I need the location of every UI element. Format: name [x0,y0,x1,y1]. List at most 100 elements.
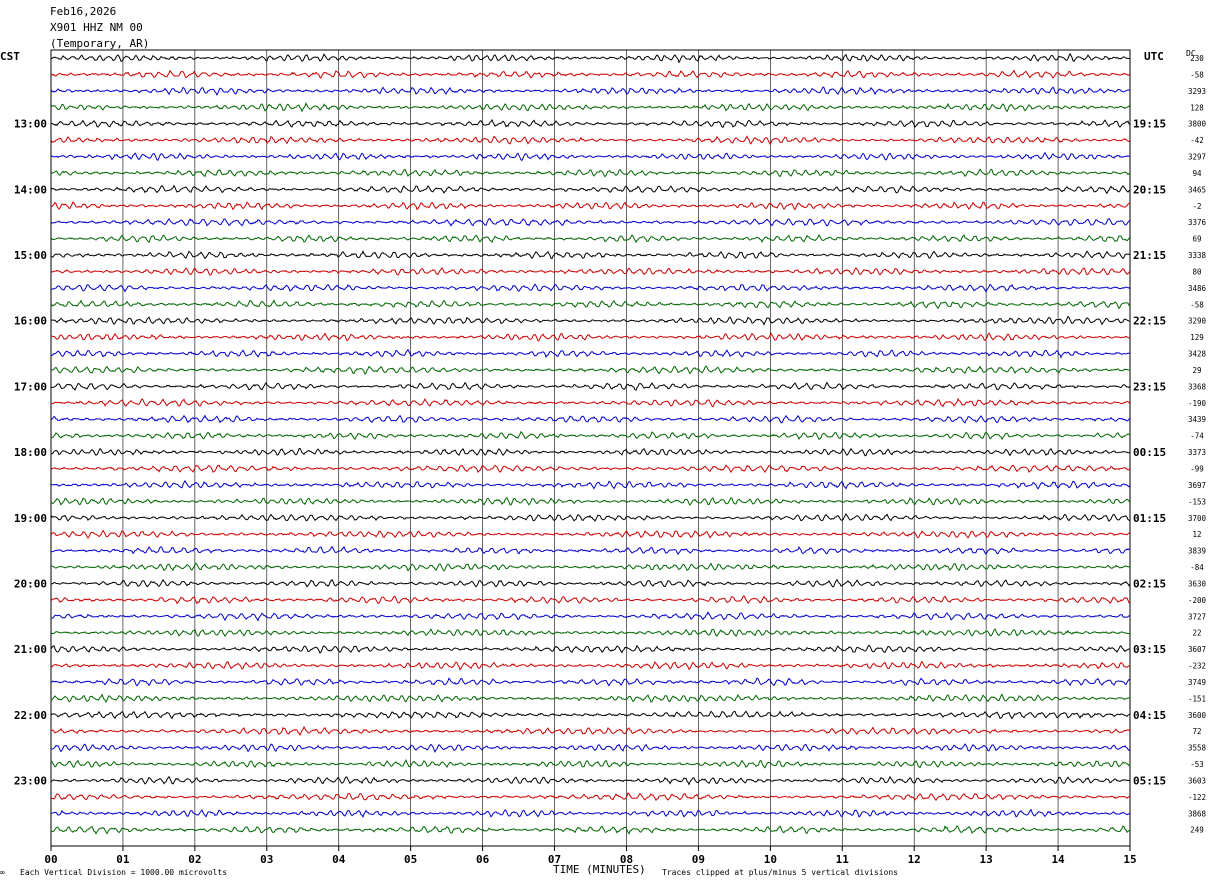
x-tick-label: 13 [980,853,993,866]
trace-row-19 [50,365,1131,375]
cst-hour-label: 13:00 [14,118,47,131]
dc-offset-value: 3630 [1188,579,1207,588]
trace-row-26 [50,479,1131,490]
utc-hour-labels: 19:15 20:15 21:15 22:15 23:15 00:15 01:15 02:15… [1133,118,1166,788]
x-tick-label: 06 [476,853,490,866]
trace-row-34 [50,611,1131,622]
x-tick-label: 11 [836,853,850,866]
dc-offset-value: 94 [1192,169,1202,178]
dc-offset-value: -58 [1190,70,1204,79]
dc-offset-value: -84 [1190,563,1204,572]
trace-row-7 [50,168,1131,178]
dc-offset-value: 3603 [1188,776,1206,785]
x-tick-label: 12 [908,853,921,866]
dc-offset-value: -74 [1190,432,1204,441]
dc-offset-value: -99 [1190,465,1204,474]
dc-offset-value: 3800 [1188,120,1207,129]
x-tick-label: 14 [1051,853,1065,866]
x-tick-label: 01 [116,853,130,866]
x-tick-label: 08 [620,853,633,866]
trace-row-40 [50,710,1131,720]
dc-offset-value: 3293 [1188,87,1206,96]
trace-row-25 [50,464,1131,474]
dc-offset-value: 3839 [1188,547,1206,556]
trace-row-28 [50,513,1131,523]
trace-row-17 [50,332,1131,342]
utc-hour-label: 02:15 [1133,577,1166,590]
cst-hour-label: 20:00 [14,577,47,590]
x-tick-label: 15 [1123,853,1136,866]
dc-offset-value: 3290 [1188,317,1207,326]
trace-row-9 [50,201,1131,211]
utc-hour-label: 21:15 [1133,249,1166,262]
right-timezone-label: UTC [1144,50,1164,63]
utc-hour-label: 23:15 [1133,380,1166,393]
station-location: (Temporary, AR) [50,37,150,50]
cst-hour-label: 23:00 [14,774,47,787]
trace-row-30 [50,545,1131,555]
cst-hour-label: 14:00 [14,183,47,196]
trace-row-4 [50,118,1131,129]
trace-row-8 [50,184,1131,195]
trace-row-32 [50,578,1131,588]
utc-hour-label: 01:15 [1133,512,1166,525]
utc-hour-label: 00:15 [1133,446,1166,459]
dc-offset-value: 230 [1190,54,1204,63]
trace-row-23 [50,430,1131,441]
trace-row-38 [50,677,1131,687]
utc-hour-label: 19:15 [1133,118,1166,131]
left-timezone-label: CST [0,50,20,63]
trace-row-43 [50,758,1131,769]
utc-hour-label: 03:15 [1133,643,1166,656]
trace-row-22 [50,414,1131,424]
x-tick-label: 00 [44,853,57,866]
cst-hour-label: 17:00 [14,380,47,393]
dc-label: DC [1186,49,1196,58]
dc-offset-value: -122 [1188,793,1206,802]
trace-row-24 [50,447,1131,457]
dc-offset-value: -232 [1188,662,1206,671]
trace-row-37 [50,660,1131,671]
trace-row-42 [50,743,1131,754]
dc-offset-value: 3607 [1188,645,1206,654]
trace-row-45 [50,792,1131,802]
dc-offset-value: 3376 [1188,218,1207,227]
dc-offset-value: -151 [1188,694,1206,703]
trace-row-20 [50,381,1131,391]
trace-row-31 [50,562,1131,572]
dc-offset-value: 3697 [1188,481,1206,490]
trace-row-10 [50,217,1131,227]
utc-hour-label: 04:15 [1133,709,1166,722]
trace-row-0 [50,52,1131,64]
trace-row-1 [50,69,1131,79]
trace-row-21 [50,397,1131,408]
dc-offset-value: 249 [1190,826,1204,835]
x-tick-label: 07 [548,853,561,866]
trace-row-29 [50,529,1131,539]
corner-mark-icon: ∞ [0,868,5,877]
dc-offset-labels: 230 -58 3293 128 3800 -42 3297 94 3465 -2 3376 69 33… [1188,54,1207,835]
utc-hour-label: 20:15 [1133,183,1166,196]
dc-offset-value: 3600 [1188,711,1207,720]
trace-row-36 [50,644,1131,654]
trace-row-13 [50,266,1131,276]
cst-hour-label: 18:00 [14,446,47,459]
cst-hour-labels: 13:00 14:00 15:00 16:00 17:00 18:00 19:00 20:00… [14,118,47,788]
dc-offset-value: 3486 [1188,284,1207,293]
dc-offset-value: -2 [1192,202,1201,211]
dc-offset-value: 3700 [1188,514,1207,523]
trace-row-16 [50,315,1131,326]
seismic-traces [50,52,1131,835]
dc-offset-value: 3338 [1188,251,1207,260]
x-tick-label: 09 [692,853,705,866]
dc-offset-value: 80 [1192,267,1202,276]
dc-offset-value: -153 [1188,497,1206,506]
dc-offset-value: 3465 [1188,185,1206,194]
dc-offset-value: 22 [1192,629,1201,638]
trace-row-14 [50,283,1131,294]
scale-note: Each Vertical Division = 1000.00 microvo… [20,868,228,877]
trace-row-18 [50,348,1131,359]
trace-row-41 [50,725,1131,737]
dc-offset-value: 128 [1190,103,1204,112]
